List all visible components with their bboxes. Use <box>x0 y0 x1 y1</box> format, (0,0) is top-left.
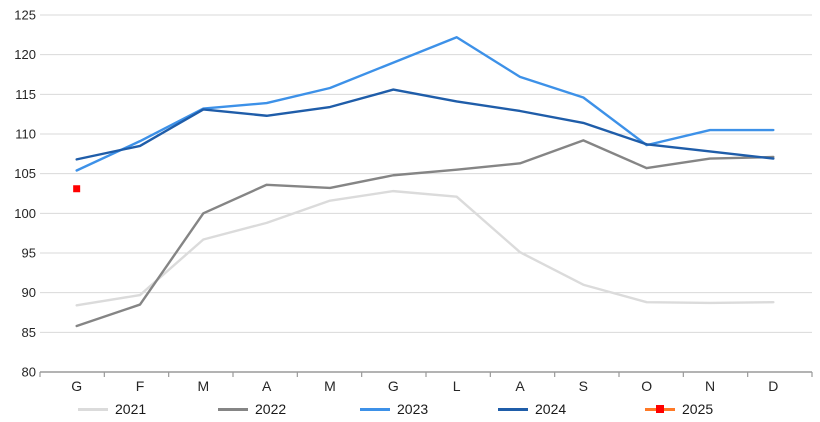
legend-line-swatch <box>218 404 248 414</box>
y-axis-label: 85 <box>22 325 36 340</box>
y-axis-label: 80 <box>22 365 36 380</box>
x-axis-label: M <box>197 378 209 394</box>
y-axis-label: 90 <box>22 285 36 300</box>
x-axis-label: M <box>324 378 336 394</box>
data-point-2025 <box>73 185 81 193</box>
legend-item-2021: 2021 <box>78 398 146 420</box>
legend-label: 2021 <box>115 401 147 417</box>
chart-legend: 2021 2022 2023 2024 2025 <box>0 398 820 420</box>
x-axis-label: G <box>71 378 82 394</box>
legend-item-2024: 2024 <box>498 398 566 420</box>
series-line-2022 <box>75 139 775 328</box>
legend-label: 2022 <box>255 401 287 417</box>
series-line-2021 <box>75 189 775 307</box>
legend-item-2023: 2023 <box>360 398 428 420</box>
y-axis-label: 100 <box>14 206 36 221</box>
legend-label: 2023 <box>397 401 429 417</box>
y-axis-label: 105 <box>14 166 36 181</box>
plot-area: 80 85 90 95 100 105 110 115 120 125 G F M A M G L A S O N D <box>14 8 813 394</box>
legend-line-swatch <box>498 404 528 414</box>
x-axis-label: F <box>136 378 145 394</box>
red-square-marker-icon <box>656 405 664 413</box>
y-axis-label: 125 <box>14 8 36 23</box>
series-line-2023 <box>75 36 775 172</box>
legend-line-swatch <box>360 404 390 414</box>
series-line-2024 <box>75 88 775 161</box>
legend-label: 2025 <box>682 401 714 417</box>
legend-line-swatch <box>78 404 108 414</box>
x-axis-label: A <box>262 378 272 394</box>
x-axis-label: G <box>388 378 399 394</box>
x-axis-label: A <box>515 378 525 394</box>
x-axis-label: N <box>705 378 715 394</box>
x-axis-label: S <box>579 378 588 394</box>
legend-item-2022: 2022 <box>218 398 286 420</box>
legend-line-marker-swatch <box>645 404 675 414</box>
x-axis-label: D <box>768 378 778 394</box>
legend-label: 2024 <box>535 401 567 417</box>
x-axis-label: O <box>641 378 652 394</box>
x-axis-label: L <box>453 378 461 394</box>
y-axis-label: 115 <box>15 87 36 102</box>
y-axis-label: 120 <box>14 47 36 62</box>
y-axis-label: 95 <box>22 246 36 261</box>
legend-item-2025: 2025 <box>645 398 713 420</box>
y-axis-label: 110 <box>15 127 36 142</box>
